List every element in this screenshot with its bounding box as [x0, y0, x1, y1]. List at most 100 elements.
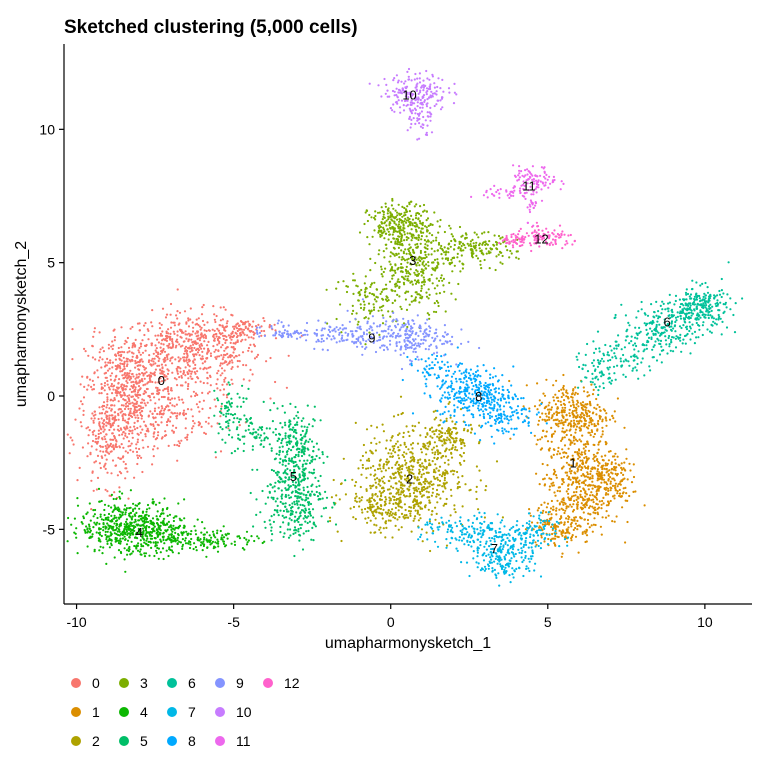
data-point — [453, 504, 456, 507]
data-point — [146, 374, 149, 378]
data-point — [116, 523, 119, 526]
data-point — [416, 261, 419, 264]
data-point — [605, 486, 608, 489]
data-point — [584, 422, 587, 425]
data-point — [431, 234, 434, 237]
data-point — [170, 534, 173, 537]
data-point — [403, 503, 406, 506]
data-point — [94, 413, 97, 416]
data-point — [425, 263, 428, 266]
data-point — [564, 509, 567, 512]
data-point — [152, 360, 155, 363]
data-point — [92, 526, 95, 529]
data-point — [553, 468, 556, 471]
data-point — [583, 456, 586, 459]
data-point — [419, 249, 422, 253]
data-point — [456, 482, 459, 485]
data-point — [409, 451, 412, 454]
data-point — [418, 490, 421, 493]
data-point — [159, 352, 162, 356]
data-point — [415, 223, 418, 226]
data-point — [104, 438, 107, 441]
data-point — [383, 489, 386, 492]
data-point — [561, 414, 564, 417]
data-point — [567, 477, 570, 480]
data-point — [564, 406, 567, 409]
data-point — [159, 334, 162, 337]
data-point — [247, 349, 250, 352]
data-point — [144, 552, 148, 555]
data-point — [576, 439, 579, 443]
data-point — [400, 512, 404, 516]
data-point — [581, 412, 584, 415]
data-point — [174, 358, 177, 361]
data-point — [386, 461, 390, 464]
data-point — [483, 231, 486, 234]
data-point — [215, 382, 218, 386]
data-point — [409, 273, 412, 276]
data-point — [376, 505, 379, 508]
data-point — [436, 449, 439, 452]
data-point — [178, 376, 181, 379]
data-point — [125, 385, 128, 388]
data-point — [188, 347, 191, 350]
data-point — [569, 478, 572, 481]
data-point — [365, 488, 368, 491]
data-point — [100, 386, 103, 389]
data-point — [379, 507, 382, 510]
data-point — [190, 349, 194, 352]
data-point — [602, 408, 605, 411]
data-point — [144, 424, 147, 427]
data-point — [154, 344, 157, 347]
data-point — [609, 480, 612, 483]
data-point — [380, 309, 383, 312]
data-point — [83, 385, 86, 388]
data-point — [98, 533, 102, 536]
data-point — [216, 343, 219, 346]
data-point — [592, 511, 595, 514]
data-point — [119, 427, 122, 430]
data-point — [578, 449, 581, 452]
data-point — [114, 358, 117, 361]
data-point — [412, 500, 415, 504]
data-point — [106, 383, 109, 386]
data-point — [561, 438, 564, 441]
data-point — [154, 362, 157, 365]
data-point — [184, 374, 187, 377]
data-point — [351, 304, 354, 307]
data-point — [106, 393, 109, 396]
data-point — [81, 403, 84, 406]
data-point — [538, 526, 541, 529]
data-point — [185, 359, 188, 362]
data-point — [381, 491, 384, 494]
data-point — [587, 457, 590, 460]
data-point — [447, 459, 450, 462]
data-point — [168, 533, 171, 536]
data-point — [160, 409, 163, 412]
data-point — [493, 234, 496, 237]
data-point — [179, 367, 182, 370]
data-point — [570, 505, 573, 508]
data-point — [453, 470, 456, 473]
data-point — [218, 355, 221, 358]
data-point — [382, 270, 385, 274]
data-point — [613, 410, 616, 413]
data-point — [156, 423, 159, 426]
data-point — [562, 423, 565, 426]
data-point — [173, 332, 176, 335]
data-point — [397, 491, 400, 494]
data-point — [116, 474, 119, 477]
data-point — [572, 439, 575, 442]
data-point — [562, 373, 565, 377]
data-point — [362, 308, 365, 311]
data-point — [397, 449, 400, 452]
data-point — [251, 373, 254, 376]
data-point — [403, 239, 406, 242]
data-point — [394, 285, 397, 288]
data-point — [96, 369, 99, 372]
data-point — [427, 508, 430, 511]
data-point — [143, 521, 146, 525]
data-point — [561, 498, 564, 501]
data-point — [118, 530, 121, 533]
data-point — [230, 332, 233, 335]
